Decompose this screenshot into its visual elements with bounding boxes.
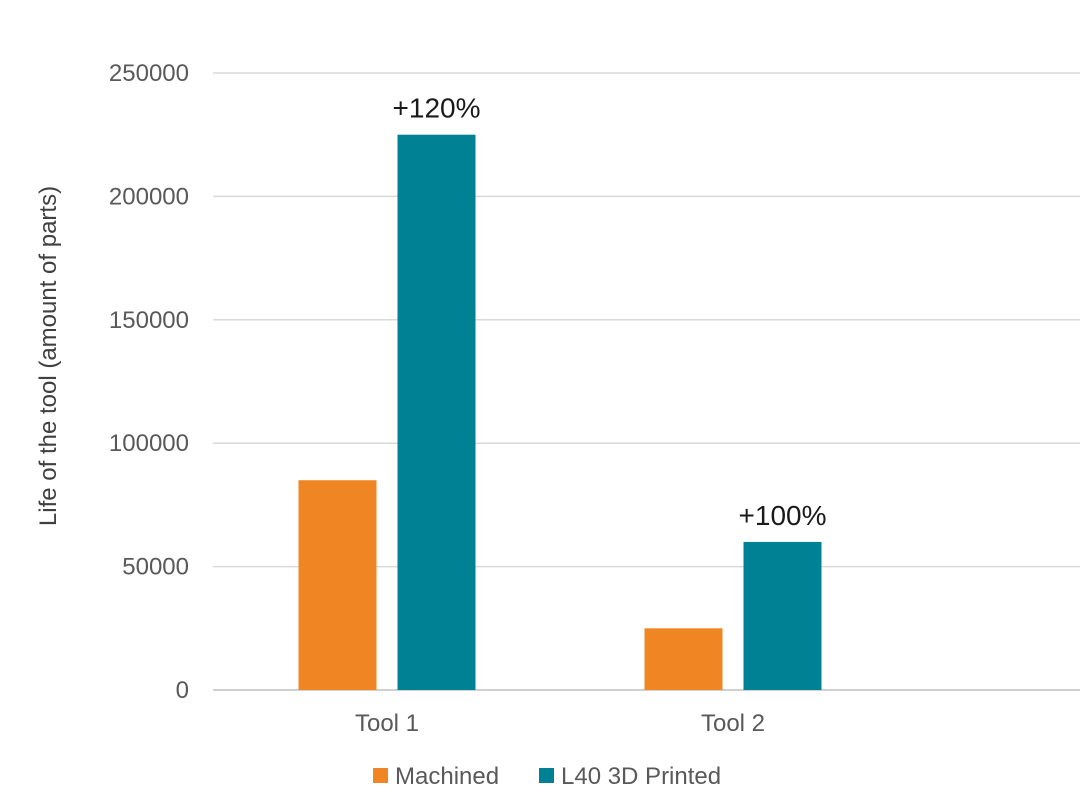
y-tick-label: 250000 [109, 60, 189, 87]
legend-swatch [373, 768, 388, 783]
bars [298, 134, 822, 690]
legend-label: Machined [395, 763, 499, 790]
bar-annotation: +100% [739, 500, 827, 531]
bar-annotations: +120% +100% [393, 93, 827, 531]
legend: Machined L40 3D Printed [373, 763, 721, 790]
bar-annotation: +120% [393, 93, 481, 124]
legend-item: L40 3D Printed [539, 763, 721, 790]
y-tick-label: 0 [176, 677, 189, 704]
bar-l40-3d-printed-tool-2 [743, 541, 822, 690]
bar-machined-tool-2 [644, 628, 723, 690]
x-category-label: Tool 2 [701, 710, 765, 737]
bar-machined-tool-1 [298, 480, 377, 690]
y-tick-label: 100000 [109, 430, 189, 457]
x-axis-category-labels: Tool 1 Tool 2 [355, 710, 765, 737]
y-tick-label: 200000 [109, 183, 189, 210]
y-tick-label: 150000 [109, 307, 189, 334]
legend-item: Machined [373, 763, 499, 790]
y-tick-label: 50000 [122, 554, 189, 581]
legend-swatch [539, 768, 554, 783]
y-axis-title: Life of the tool (amount of parts) [35, 186, 62, 526]
x-category-label: Tool 1 [355, 710, 419, 737]
legend-label: L40 3D Printed [561, 763, 721, 790]
y-axis-tick-labels: 0 50000 100000 150000 200000 250000 [109, 60, 189, 704]
bar-l40-3d-printed-tool-1 [397, 134, 476, 690]
